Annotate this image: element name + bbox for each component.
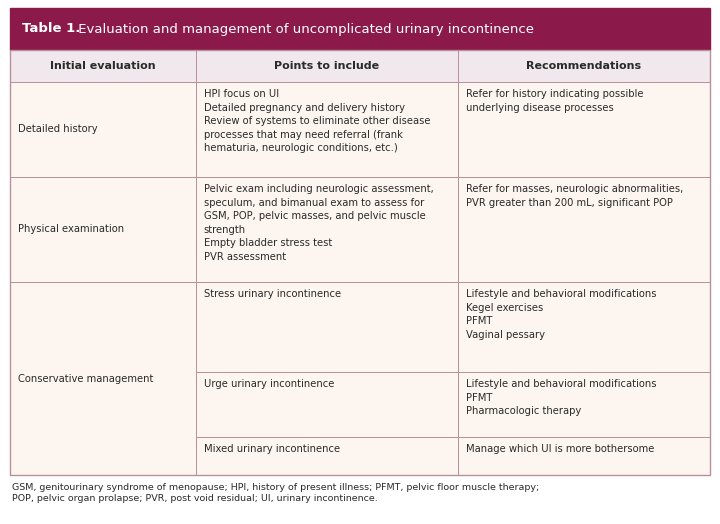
Bar <box>458 372 710 437</box>
Bar <box>458 282 710 372</box>
Text: Conservative management: Conservative management <box>18 374 153 384</box>
Bar <box>196 82 458 177</box>
Text: Lifestyle and behavioral modifications
Kegel exercises
PFMT
Vaginal pessary: Lifestyle and behavioral modifications K… <box>466 289 657 340</box>
Text: Refer for history indicating possible
underlying disease processes: Refer for history indicating possible un… <box>466 89 644 113</box>
Bar <box>196 282 458 372</box>
Bar <box>10 177 196 282</box>
Text: Points to include: Points to include <box>274 61 379 71</box>
Bar <box>10 82 196 177</box>
Text: Pelvic exam including neurologic assessment,
speculum, and bimanual exam to asse: Pelvic exam including neurologic assessm… <box>204 184 433 262</box>
Text: Lifestyle and behavioral modifications
PFMT
Pharmacologic therapy: Lifestyle and behavioral modifications P… <box>466 379 657 416</box>
Text: Mixed urinary incontinence: Mixed urinary incontinence <box>204 444 340 454</box>
Text: Stress urinary incontinence: Stress urinary incontinence <box>204 289 341 299</box>
Text: Urge urinary incontinence: Urge urinary incontinence <box>204 379 334 389</box>
Bar <box>196 437 458 475</box>
Bar <box>196 372 458 437</box>
Bar <box>458 50 710 82</box>
Bar <box>458 82 710 177</box>
Bar <box>10 282 196 475</box>
Bar <box>458 437 710 475</box>
Text: GSM, genitourinary syndrome of menopause; HPI, history of present illness; PFMT,: GSM, genitourinary syndrome of menopause… <box>12 483 539 492</box>
Text: Manage which UI is more bothersome: Manage which UI is more bothersome <box>466 444 654 454</box>
Bar <box>10 50 196 82</box>
Bar <box>458 177 710 282</box>
Bar <box>196 50 458 82</box>
Text: POP, pelvic organ prolapse; PVR, post void residual; UI, urinary incontinence.: POP, pelvic organ prolapse; PVR, post vo… <box>12 494 378 503</box>
Text: Table 1.: Table 1. <box>22 23 81 36</box>
Bar <box>10 8 710 50</box>
Text: Physical examination: Physical examination <box>18 224 124 235</box>
Text: Detailed history: Detailed history <box>18 125 98 135</box>
Text: Recommendations: Recommendations <box>526 61 642 71</box>
Bar <box>196 177 458 282</box>
Bar <box>10 50 710 475</box>
Text: HPI focus on UI
Detailed pregnancy and delivery history
Review of systems to eli: HPI focus on UI Detailed pregnancy and d… <box>204 89 430 154</box>
Text: Evaluation and management of uncomplicated urinary incontinence: Evaluation and management of uncomplicat… <box>74 23 534 36</box>
Text: Refer for masses, neurologic abnormalities,
PVR greater than 200 mL, significant: Refer for masses, neurologic abnormaliti… <box>466 184 683 208</box>
Text: Initial evaluation: Initial evaluation <box>50 61 156 71</box>
